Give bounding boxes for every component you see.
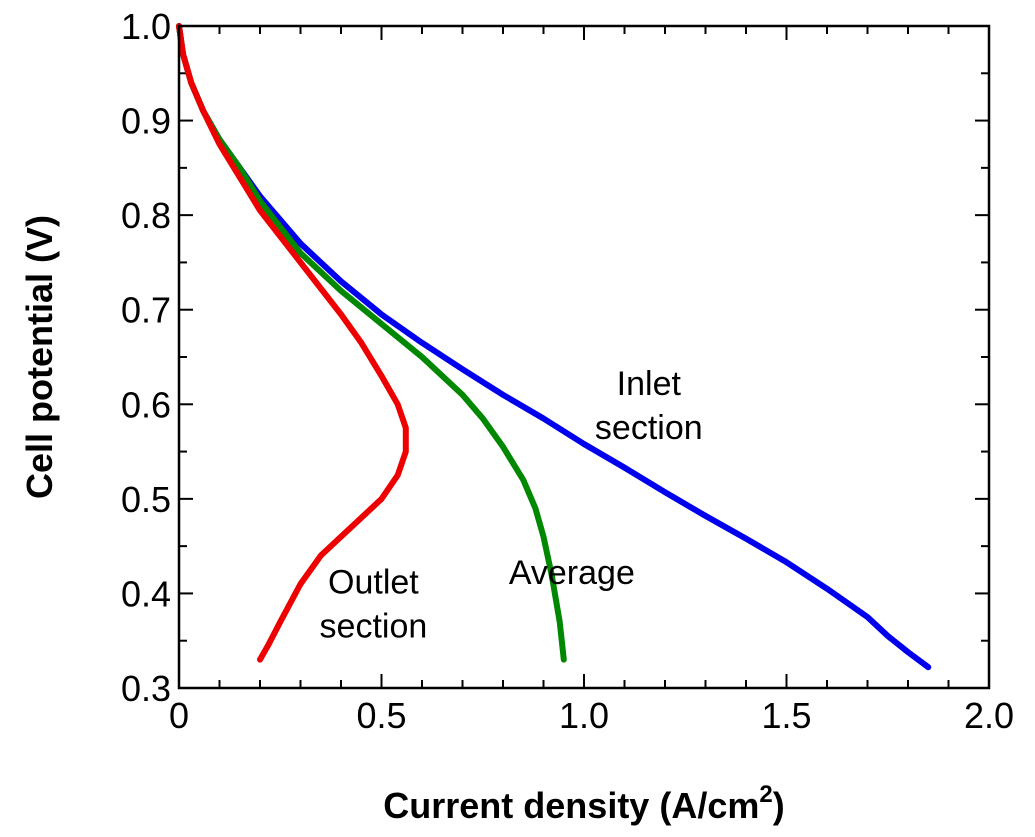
x-tick-label: 1.5 (761, 695, 811, 736)
y-tick-label: 0.4 (121, 573, 171, 614)
x-axis-title-close: ) (773, 785, 785, 826)
annotation-line: Outlet (328, 563, 419, 601)
series-line-2 (176, 23, 409, 663)
annotation-line: section (320, 607, 428, 645)
x-tick-label: 2.0 (964, 695, 1014, 736)
x-axis-title-sup: 2 (759, 781, 772, 808)
annotation-line: Average (509, 554, 635, 592)
annotation-line: section (595, 409, 703, 447)
annotation-line: Inlet (617, 365, 682, 403)
y-tick-label: 0.8 (121, 195, 171, 236)
y-tick-label: 0.9 (121, 101, 171, 142)
annotation: Inlet section (595, 365, 703, 447)
y-tick-label: 0.5 (121, 479, 171, 520)
ticks-layer: 0 0.5 1.0 1.5 2.0 0.3 0.4 0.5 0.6 0.7 0.8 0.9 1.0 (121, 6, 1014, 736)
annotations-layer: Inlet section Average Outlet section (320, 365, 703, 646)
x-axis-title-main: Current density (A/cm (383, 785, 759, 826)
x-tick-label: 0.5 (356, 695, 406, 736)
y-tick-label: 0.3 (121, 668, 171, 709)
x-tick-label: 1.0 (559, 695, 609, 736)
plot-frame (177, 24, 991, 690)
y-tick-label: 1.0 (121, 6, 171, 47)
lines-layer (176, 23, 932, 671)
annotation: Outlet section (320, 563, 428, 645)
x-tick-label: 0 (169, 695, 189, 736)
y-tick-label: 0.7 (121, 290, 171, 331)
x-axis-title: Current density (A/cm2) (383, 781, 784, 826)
annotation: Average (509, 554, 635, 592)
y-tick-label: 0.6 (121, 384, 171, 425)
y-axis-title: Cell potential (V) (19, 215, 60, 499)
